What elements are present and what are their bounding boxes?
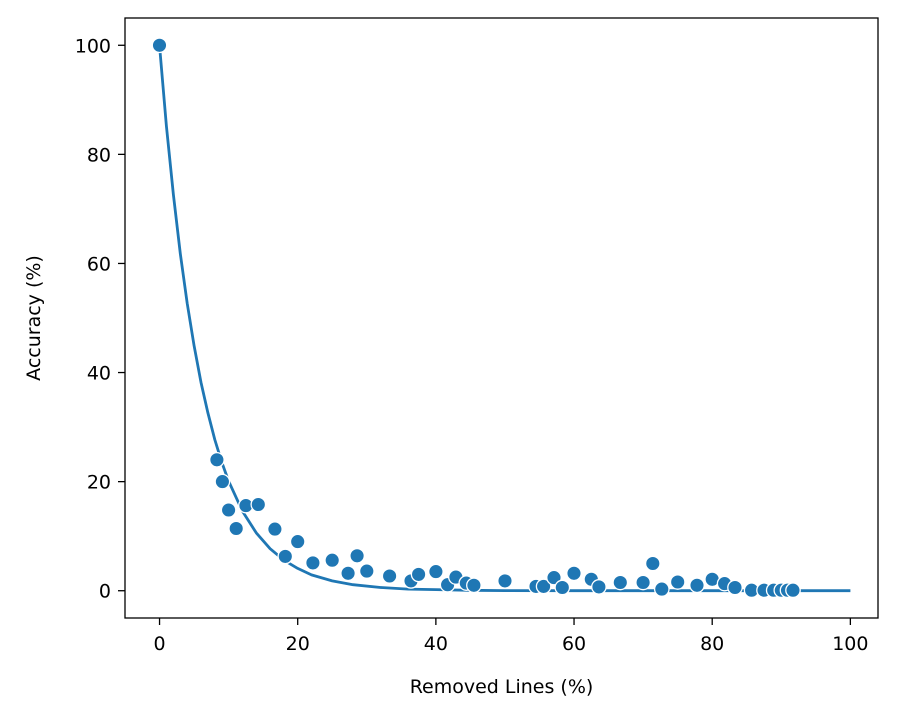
data-point (644, 555, 661, 572)
data-point (428, 563, 444, 580)
x-axis-label: Removed Lines (%) (410, 676, 594, 698)
data-point (727, 579, 743, 596)
data-point (220, 502, 237, 518)
plot-area (151, 37, 851, 599)
y-tick-label: 0 (99, 581, 111, 603)
y-tick-label: 60 (87, 253, 111, 275)
y-tick-label: 100 (75, 35, 111, 57)
data-point (340, 565, 356, 582)
data-point (151, 37, 168, 54)
data-point (497, 573, 513, 589)
y-tick-label: 80 (87, 144, 111, 166)
data-point (635, 574, 651, 591)
data-point (612, 574, 629, 591)
data-point (214, 473, 231, 490)
data-point (410, 566, 427, 583)
data-point (289, 533, 306, 550)
axis-ticks: 0 20 40 60 80 100 0 20 40 60 80 100 (75, 35, 869, 655)
data-point (554, 579, 571, 596)
data-point (267, 521, 283, 537)
data-point (277, 548, 294, 565)
data-point (466, 577, 482, 594)
data-point (546, 569, 562, 586)
data-point (305, 555, 321, 571)
data-point (689, 577, 705, 594)
y-tick-label: 20 (87, 472, 111, 494)
data-point (349, 547, 365, 564)
data-point (358, 563, 375, 579)
data-point (535, 578, 552, 595)
data-point (653, 581, 670, 597)
x-tick-label: 0 (153, 633, 165, 655)
data-point (566, 565, 582, 582)
x-tick-label: 80 (700, 633, 724, 655)
data-point (324, 552, 341, 569)
data-point (250, 496, 267, 513)
x-tick-label: 40 (424, 633, 448, 655)
x-tick-label: 20 (286, 633, 310, 655)
y-axis-label: Accuracy (%) (23, 255, 45, 381)
data-point (785, 582, 801, 599)
data-point (381, 568, 398, 584)
x-tick-label: 60 (562, 633, 586, 655)
data-point (228, 520, 245, 537)
axes-frame (124, 17, 879, 619)
y-tick-label: 40 (87, 363, 111, 385)
x-tick-label: 100 (832, 633, 868, 655)
data-point (209, 451, 225, 468)
data-point (669, 574, 686, 590)
data-point (591, 579, 607, 595)
